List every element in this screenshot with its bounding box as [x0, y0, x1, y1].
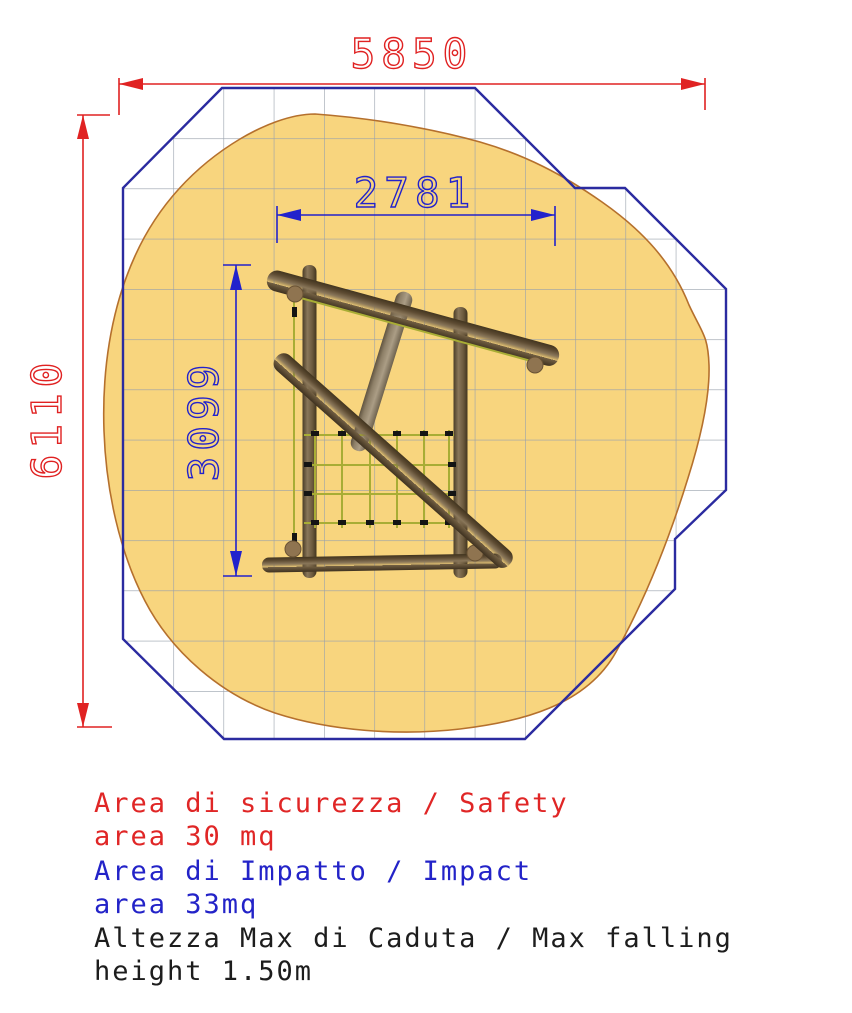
- note-impact-area-line2: area 33mq: [94, 889, 259, 920]
- log-light-diagonal: [350, 291, 413, 452]
- net-top-rope: [296, 296, 532, 362]
- impact-area-outline: [121, 86, 728, 741]
- note-safety-area-line2: area 30 mq: [94, 821, 277, 852]
- dimension-safety-height: [77, 114, 112, 728]
- ground-grid: [123, 88, 726, 739]
- note-safety-area-line1: Area di sicurezza / Safety: [94, 788, 569, 819]
- dimension-equipment-height-value: 3099: [180, 359, 228, 482]
- safety-area-outline: [102, 113, 710, 733]
- knob: [286, 285, 304, 303]
- note-falling-height-line2: height 1.50m: [94, 956, 314, 987]
- log-bottom-beam: [261, 553, 502, 573]
- net-clamps: [292, 307, 456, 543]
- dimension-equipment-width-value: 2781: [354, 169, 477, 217]
- log-left-pole: [302, 265, 317, 578]
- dimension-equipment-height: [223, 264, 252, 577]
- knob: [526, 356, 544, 374]
- rope-anchor-knobs: [284, 285, 544, 562]
- note-impact-area-line1: Area di Impatto / Impact: [94, 856, 533, 887]
- knob: [284, 540, 302, 558]
- dimension-equipment-width: [276, 206, 556, 246]
- note-falling-height-line1: Altezza Max di Caduta / Max falling: [94, 923, 733, 954]
- dimension-safety-width: [118, 78, 706, 115]
- log-top-beam: [266, 270, 560, 366]
- climbing-structure: [261, 265, 560, 578]
- log-long-diagonal: [273, 353, 513, 568]
- dimension-safety-height-value: 6110: [23, 357, 71, 480]
- dimension-safety-width-value: 5850: [351, 30, 474, 78]
